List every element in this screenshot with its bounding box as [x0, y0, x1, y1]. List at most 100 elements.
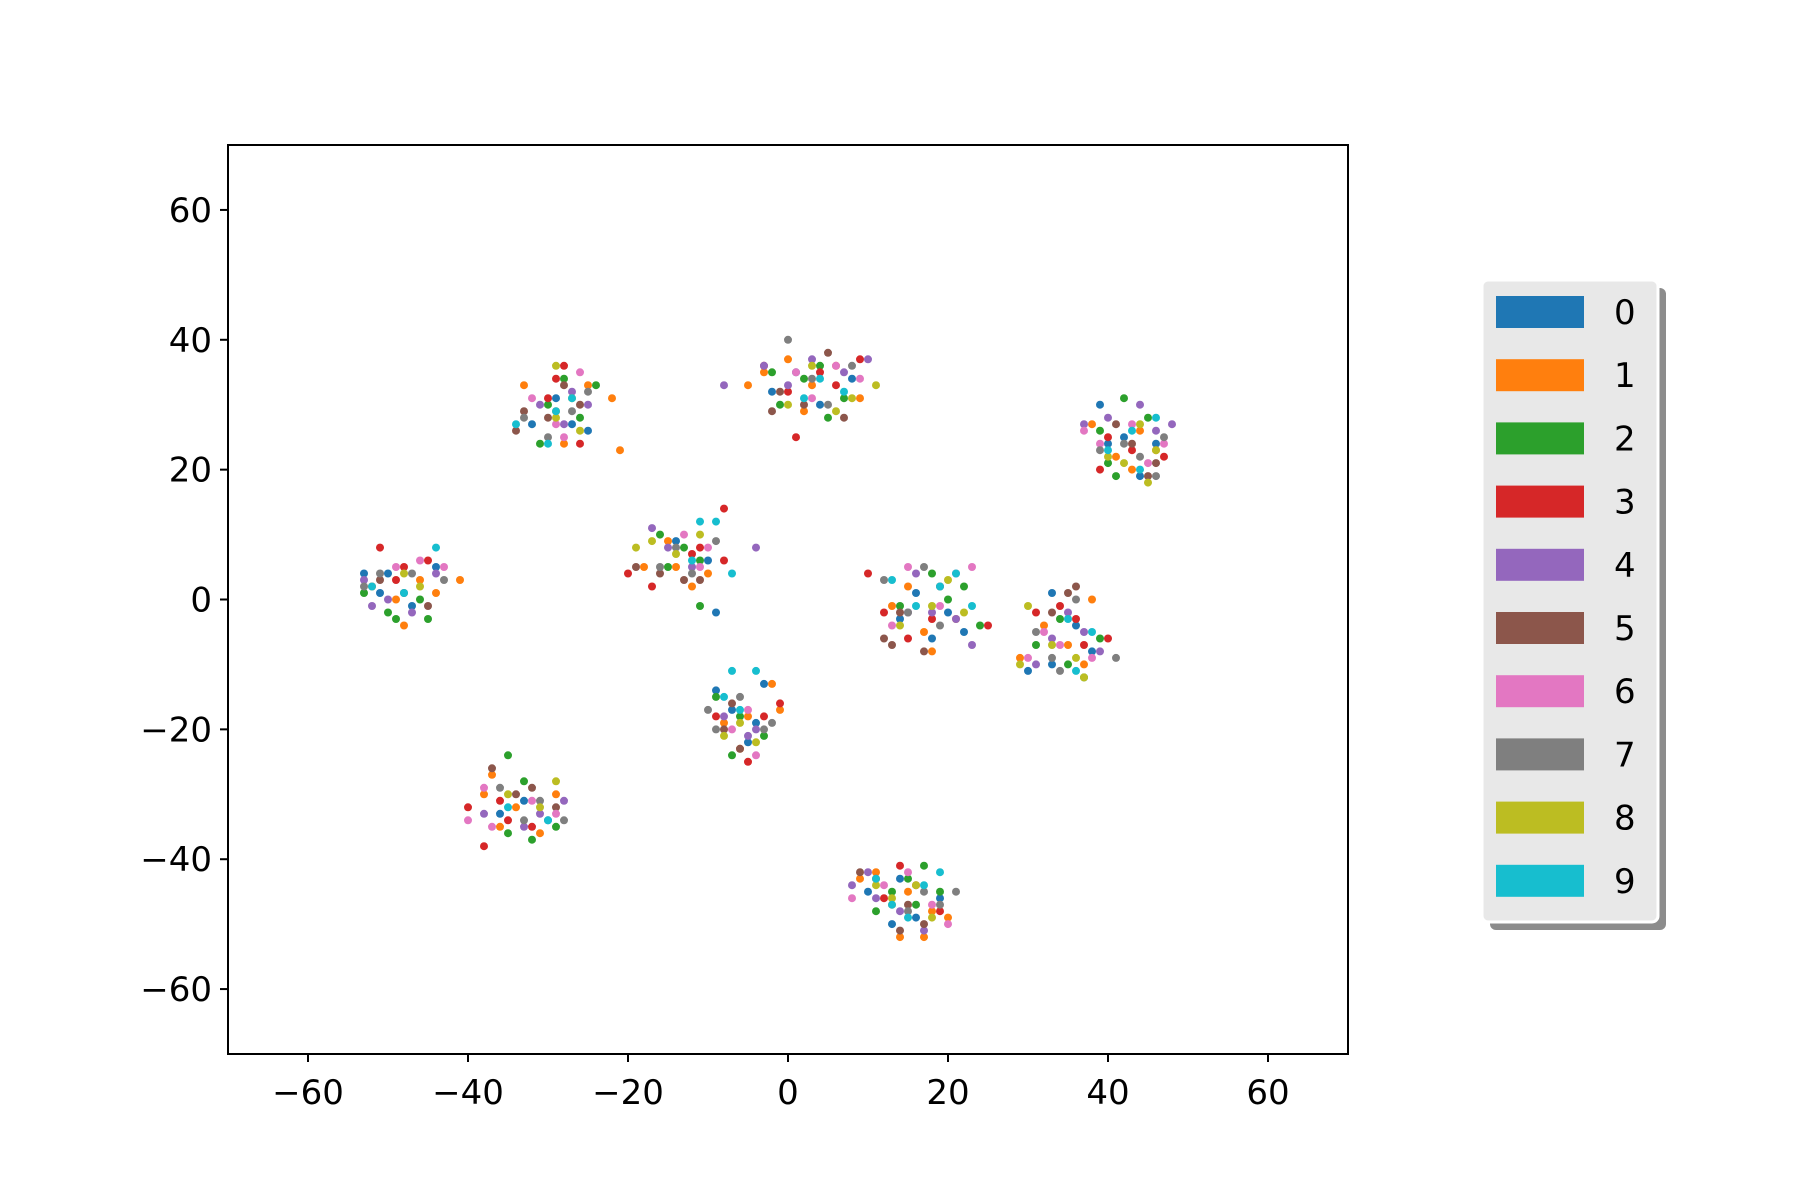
- point-series-9-9: [712, 517, 720, 526]
- point-series-7-36: [1136, 452, 1144, 461]
- point-series-8-8: [672, 550, 680, 558]
- point-series-4-24: [952, 615, 960, 623]
- point-series-5-21: [824, 348, 832, 357]
- point-series-9-18: [816, 374, 824, 383]
- point-series-4-29: [1096, 647, 1104, 656]
- point-series-0-29: [1048, 589, 1056, 597]
- point-series-0-9: [672, 537, 680, 546]
- point-series-2-1: [384, 608, 392, 617]
- point-series-0-36: [1136, 472, 1144, 481]
- point-series-0-32: [1048, 660, 1056, 669]
- point-series-5-17: [528, 783, 536, 792]
- point-series-8-17: [808, 361, 816, 370]
- x-tick-label: 20: [926, 1073, 969, 1113]
- point-series-4-18: [808, 355, 816, 364]
- point-series-8-19: [848, 394, 856, 403]
- point-series-2-11: [696, 556, 704, 565]
- point-series-3-5: [544, 394, 552, 403]
- point-series-7-6: [584, 387, 592, 396]
- point-series-9-6: [568, 394, 576, 403]
- point-series-7-0: [360, 582, 368, 591]
- point-series-2-43: [1144, 413, 1152, 422]
- point-series-3-34: [1032, 608, 1040, 617]
- point-series-6-38: [904, 868, 912, 877]
- point-series-0-13: [712, 686, 720, 695]
- point-series-1-43: [1016, 653, 1024, 662]
- point-series-3-31: [904, 634, 912, 643]
- point-series-6-30: [1088, 653, 1096, 662]
- point-series-9-26: [1088, 628, 1096, 636]
- point-series-6-16: [552, 809, 560, 818]
- point-series-3-27: [856, 355, 864, 364]
- point-series-7-11: [712, 537, 720, 546]
- point-series-1-35: [888, 602, 896, 610]
- point-series-2-12: [656, 530, 664, 539]
- series-3: [376, 355, 1168, 916]
- legend-swatch-6: [1496, 675, 1584, 708]
- point-series-1-52: [904, 887, 912, 896]
- legend: 0 1 2 3 4 5 6 7 8 9: [1480, 278, 1666, 930]
- legend-swatch-4: [1496, 548, 1584, 581]
- point-series-5-3: [520, 407, 528, 416]
- point-series-7-23: [824, 400, 832, 409]
- point-series-2-14: [664, 563, 672, 571]
- point-series-0-4: [408, 602, 416, 610]
- point-series-5-9: [680, 576, 688, 584]
- y-tick-label: 0: [190, 581, 212, 621]
- point-series-1-36: [920, 628, 928, 636]
- point-series-5-24: [880, 634, 888, 643]
- legend-label-9: 9: [1614, 862, 1636, 902]
- point-series-2-25: [800, 374, 808, 383]
- point-series-3-36: [1072, 615, 1080, 623]
- series-2: [360, 361, 1152, 916]
- legend-label-0: 0: [1614, 293, 1636, 333]
- point-series-2-30: [896, 602, 904, 610]
- point-series-3-40: [1128, 446, 1136, 455]
- point-series-6-34: [1144, 459, 1152, 468]
- legend-label-4: 4: [1614, 546, 1636, 586]
- point-series-3-25: [816, 368, 824, 377]
- point-series-0-24: [896, 615, 904, 623]
- point-series-8-34: [1144, 478, 1152, 487]
- point-series-1-55: [920, 933, 928, 942]
- x-tick-label: 40: [1086, 1073, 1129, 1113]
- point-series-5-28: [888, 641, 896, 649]
- point-series-1-29: [784, 355, 792, 364]
- point-series-9-27: [1072, 666, 1080, 675]
- point-series-0-28: [928, 634, 936, 643]
- point-series-9-2: [432, 543, 440, 552]
- point-series-4-4: [368, 602, 376, 610]
- point-series-9-0: [368, 582, 376, 591]
- point-series-1-5: [456, 576, 464, 584]
- point-series-0-31: [1088, 647, 1096, 656]
- point-series-5-19: [776, 387, 784, 396]
- point-series-3-15: [744, 757, 752, 766]
- point-series-2-16: [736, 712, 744, 721]
- point-series-5-37: [896, 926, 904, 935]
- point-series-6-24: [936, 602, 944, 610]
- point-series-3-11: [720, 556, 728, 565]
- point-series-3-13: [696, 543, 704, 552]
- point-series-1-40: [1040, 621, 1048, 630]
- point-series-6-27: [1024, 653, 1032, 662]
- point-series-8-0: [400, 569, 408, 578]
- point-series-3-4: [560, 361, 568, 370]
- point-series-4-6: [560, 420, 568, 429]
- point-series-4-0: [360, 576, 368, 584]
- point-series-3-18: [464, 803, 472, 812]
- point-series-6-2: [440, 563, 448, 571]
- y-tick-label: −20: [140, 710, 212, 750]
- point-series-4-39: [896, 907, 904, 916]
- point-series-2-26: [824, 413, 832, 422]
- point-series-5-30: [1048, 608, 1056, 617]
- point-series-9-25: [1064, 615, 1072, 623]
- point-series-1-42: [1080, 660, 1088, 669]
- point-series-4-38: [872, 894, 880, 903]
- point-series-5-16: [512, 790, 520, 799]
- point-series-1-15: [704, 569, 712, 578]
- point-series-3-37: [1080, 641, 1088, 649]
- point-series-4-7: [584, 400, 592, 409]
- point-series-0-37: [1152, 439, 1160, 448]
- point-series-5-0: [376, 576, 384, 584]
- point-series-9-36: [872, 874, 880, 883]
